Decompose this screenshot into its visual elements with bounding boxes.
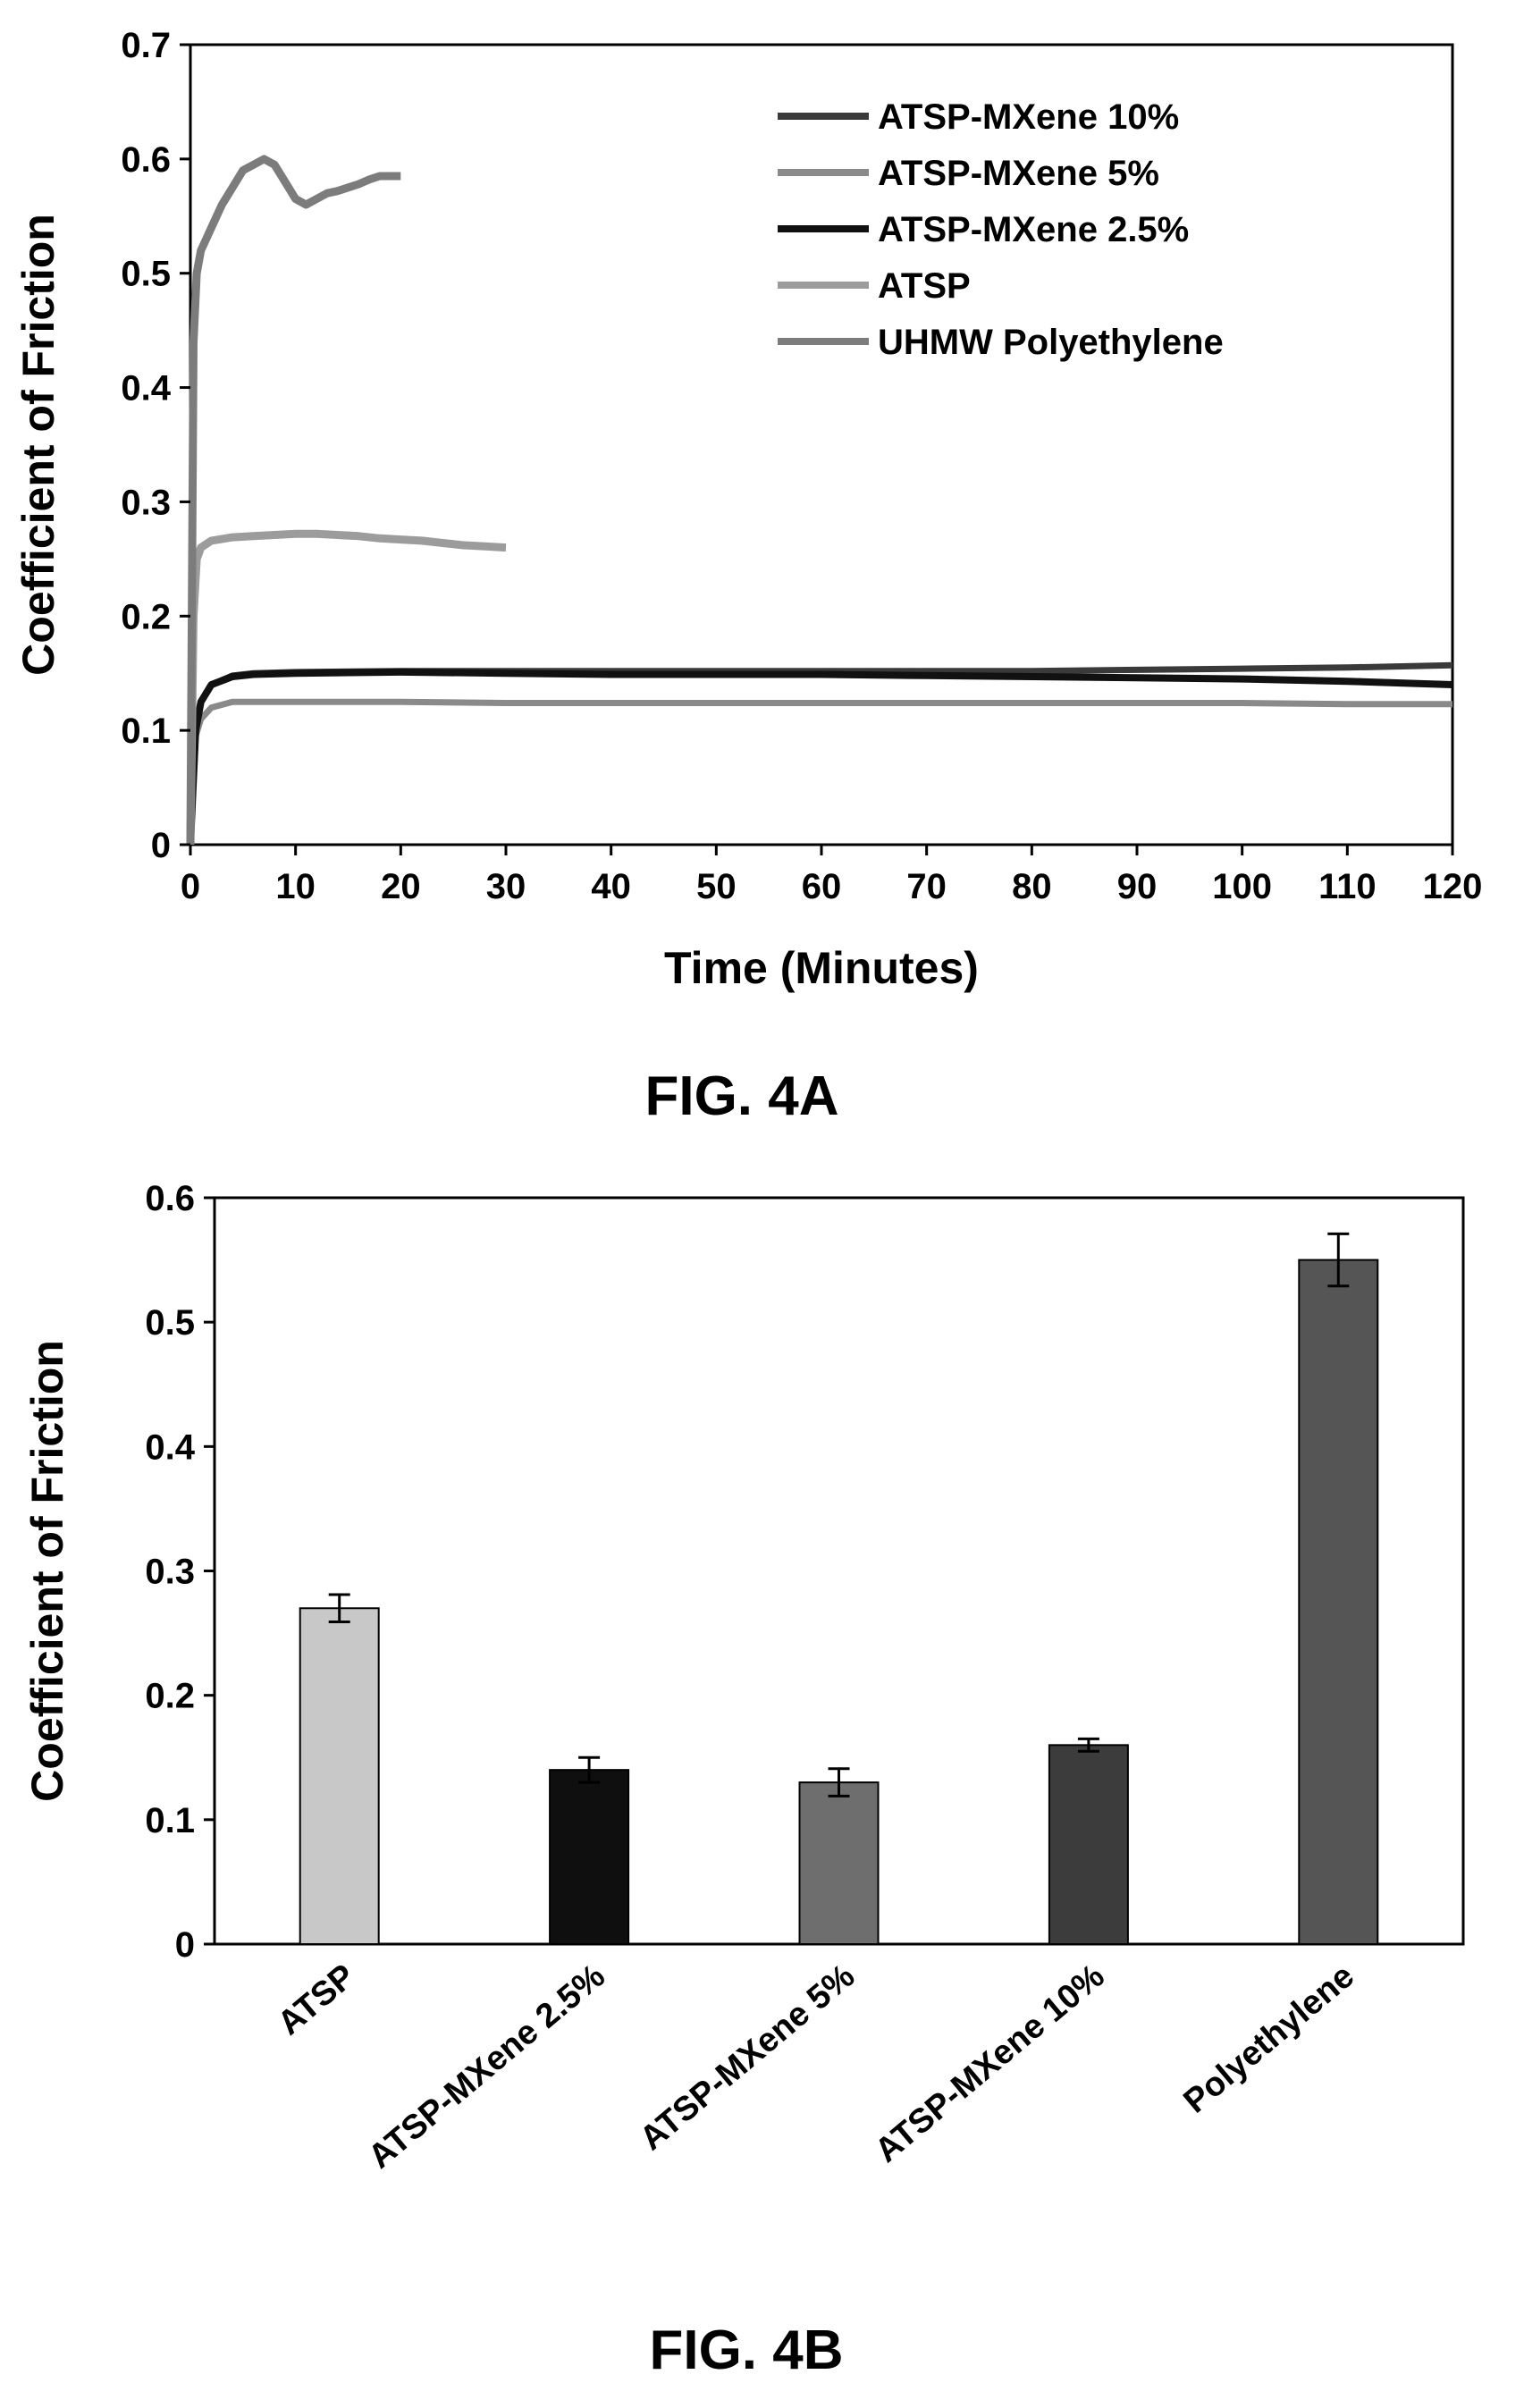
figure-caption-4b: FIG. 4B (649, 2320, 843, 2381)
category-label: ATSP-MXene 5% (633, 1958, 862, 2158)
y-tick-label: 0.5 (121, 255, 171, 294)
series-line-0 (187, 661, 1453, 846)
y-tick-label: 0.2 (145, 1677, 195, 1716)
plot-area-frame (189, 43, 1454, 846)
bar (1298, 1259, 1379, 1946)
bar-group (299, 1232, 1379, 1946)
legend-label: ATSP-MXene 10% (878, 97, 1179, 137)
chart-4a: 0 0.1 0.2 0.3 0.4 0.5 0.6 0.7 0 10 20 30 40 50 60 70 80… (13, 26, 1482, 993)
bar (1048, 1744, 1129, 1946)
bar (299, 1607, 380, 1945)
y-axis-title: Coefficient of Friction (13, 214, 63, 676)
category-label: ATSP-MXene 10% (868, 1958, 1111, 2170)
y-axis-ticks: 0 0.1 0.2 0.3 0.4 0.5 0.6 0.7 (121, 26, 190, 865)
y-tick-label: 0 (151, 826, 171, 865)
series-line-2 (187, 668, 1453, 846)
bar (549, 1769, 630, 1945)
x-tick-label: 100 (1212, 867, 1272, 906)
y-axis-title: Coefficient of Friction (22, 1340, 72, 1802)
y-tick-label: 0.2 (121, 597, 171, 636)
y-tick-label: 0.4 (145, 1427, 195, 1467)
category-label: Polyethylene (1177, 1958, 1362, 2121)
figure-caption-4a: FIG. 4A (644, 1065, 838, 1127)
y-axis-ticks: 0 0.1 0.2 0.3 0.4 0.5 0.6 (145, 1179, 215, 1965)
legend-label: ATSP (878, 266, 971, 306)
y-tick-label: 0.6 (121, 140, 171, 180)
y-tick-label: 0.1 (121, 711, 171, 751)
x-tick-label: 10 (275, 867, 316, 906)
y-tick-label: 0.7 (121, 26, 171, 65)
category-label: ATSP (271, 1958, 362, 2043)
x-tick-label: 80 (1012, 867, 1052, 906)
x-axis-ticks: 0 10 20 30 40 50 60 70 80 90 100 110 120 (181, 845, 1483, 906)
legend-label: ATSP-MXene 5% (878, 154, 1159, 193)
y-tick-label: 0.3 (121, 483, 171, 522)
x-axis-title: Time (Minutes) (664, 943, 979, 993)
x-tick-label: 30 (486, 867, 526, 906)
series-line-4 (186, 155, 401, 846)
x-tick-label: 60 (802, 867, 842, 906)
x-tick-label: 50 (696, 867, 737, 906)
y-tick-label: 0.3 (145, 1553, 195, 1592)
x-tick-label: 90 (1117, 867, 1158, 906)
x-tick-label: 120 (1423, 867, 1483, 906)
legend-label: UHMW Polyethylene (878, 323, 1224, 362)
x-tick-label: 40 (591, 867, 631, 906)
x-tick-label: 0 (181, 867, 200, 906)
series-line-3 (186, 529, 507, 846)
bar (798, 1781, 880, 1946)
series-line-1 (187, 698, 1452, 846)
y-tick-label: 0.1 (145, 1801, 195, 1840)
y-tick-label: 0.5 (145, 1303, 195, 1343)
legend: ATSP-MXene 10% ATSP-MXene 5% ATSP-MXene 2.… (778, 97, 1224, 362)
y-tick-label: 0.4 (121, 369, 171, 408)
y-tick-label: 0 (175, 1925, 195, 1965)
y-tick-label: 0.6 (145, 1179, 195, 1218)
x-tick-label: 110 (1318, 867, 1377, 906)
x-tick-label: 70 (906, 867, 947, 906)
legend-label: ATSP-MXene 2.5% (878, 210, 1189, 249)
line-series-group (186, 155, 1453, 846)
category-label: ATSP-MXene 2.5% (361, 1958, 611, 2176)
x-tick-label: 20 (381, 867, 421, 906)
